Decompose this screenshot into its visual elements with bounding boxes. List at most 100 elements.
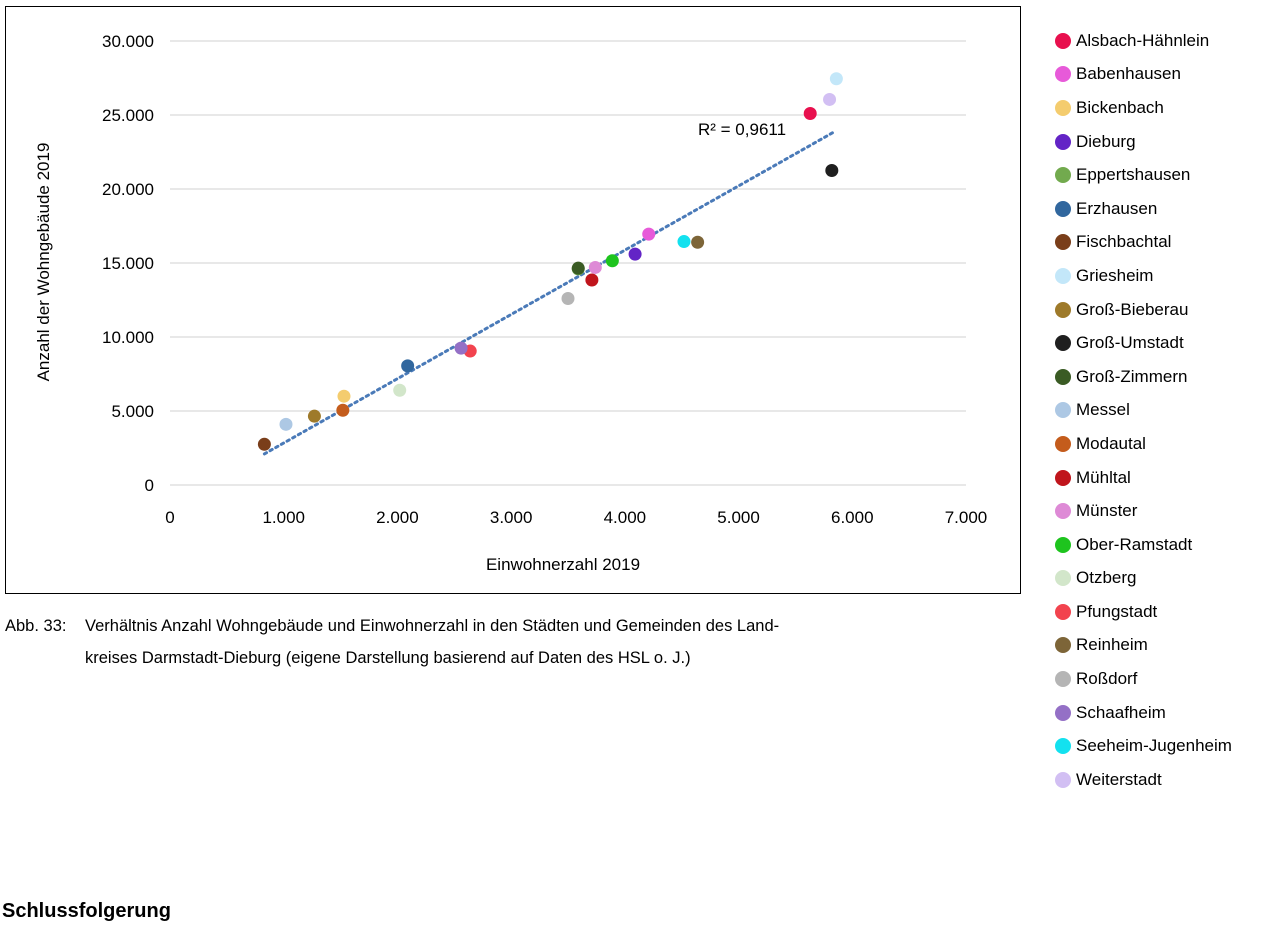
legend-swatch xyxy=(1055,267,1071,284)
legend-label: Pfungstadt xyxy=(1076,601,1158,621)
y-axis-title: Anzahl der Wohngebäude 2019 xyxy=(34,143,53,382)
legend-label: Bickenbach xyxy=(1076,97,1164,117)
legend-item: Mühltal xyxy=(1055,461,1279,495)
legend-swatch xyxy=(1055,234,1071,251)
legend-item: Alsbach-Hähnlein xyxy=(1055,24,1279,58)
y-tick-label: 0 xyxy=(145,476,154,495)
legend-swatch xyxy=(1055,301,1071,318)
legend-swatch xyxy=(1055,99,1071,116)
legend-swatch xyxy=(1055,66,1071,83)
legend-label: Eppertshausen xyxy=(1076,165,1191,185)
y-tick-label: 30.000 xyxy=(102,32,154,51)
legend-swatch xyxy=(1055,335,1071,352)
x-tick-label: 2.000 xyxy=(376,508,419,527)
legend-item: Seeheim-Jugenheim xyxy=(1055,729,1279,763)
data-point xyxy=(691,235,705,249)
x-tick-label: 5.000 xyxy=(717,508,760,527)
legend-swatch xyxy=(1055,704,1071,721)
legend-item: Ober-Ramstadt xyxy=(1055,528,1279,562)
legend-swatch xyxy=(1055,570,1071,587)
figure-caption: Abb. 33: Verhältnis Anzahl Wohngebäude un… xyxy=(5,610,1035,674)
section-heading: Schlussfolgerung xyxy=(2,900,171,922)
legend-item: Münster xyxy=(1055,494,1279,528)
legend-item: Pfungstadt xyxy=(1055,595,1279,629)
chart-frame: 0 5.000 10.000 15.000 20.000 25.000 30.000 0 1.0… xyxy=(5,6,1021,594)
caption-line-1: Verhältnis Anzahl Wohngebäude und Einwoh… xyxy=(85,617,780,635)
legend-label: Messel xyxy=(1076,400,1130,420)
y-tick-label: 20.000 xyxy=(102,180,154,199)
legend-item: Roßdorf xyxy=(1055,662,1279,696)
legend-swatch xyxy=(1055,469,1071,486)
legend-swatch xyxy=(1055,32,1071,49)
legend-label: Otzberg xyxy=(1076,568,1137,588)
data-point xyxy=(337,389,351,403)
x-tick-label: 6.000 xyxy=(831,508,874,527)
x-tick-label: 3.000 xyxy=(490,508,533,527)
data-point xyxy=(454,341,468,355)
legend-swatch xyxy=(1055,738,1071,755)
legend-label: Babenhausen xyxy=(1076,64,1181,84)
chart-legend: Alsbach-Hähnlein Babenhausen Bickenbach Die… xyxy=(1055,24,1279,797)
legend-label: Modautal xyxy=(1076,433,1146,453)
legend-swatch xyxy=(1055,133,1071,150)
x-tick-label: 0 xyxy=(165,508,174,527)
r-squared-label: R² = 0,9611 xyxy=(698,120,786,139)
trendline xyxy=(262,129,837,456)
trendline-group xyxy=(262,129,837,456)
legend-label: Fischbachtal xyxy=(1076,232,1172,252)
y-tick-label: 5.000 xyxy=(111,402,154,421)
legend-item: Fischbachtal xyxy=(1055,226,1279,260)
legend-swatch xyxy=(1055,536,1071,553)
legend-label: Groß-Bieberau xyxy=(1076,299,1189,319)
legend-swatch xyxy=(1055,671,1071,688)
legend-item: Weiterstadt xyxy=(1055,763,1279,797)
legend-label: Groß-Umstadt xyxy=(1076,333,1184,353)
caption-line-2: kreises Darmstadt-Dieburg (eigene Darste… xyxy=(85,649,691,667)
legend-item: Babenhausen xyxy=(1055,58,1279,92)
legend-label: Roßdorf xyxy=(1076,669,1138,689)
legend-item: Groß-Bieberau xyxy=(1055,293,1279,327)
legend-label: Weiterstadt xyxy=(1076,769,1162,789)
legend-item: Griesheim xyxy=(1055,259,1279,293)
y-tick-label: 10.000 xyxy=(102,328,154,347)
legend-label: Griesheim xyxy=(1076,265,1154,285)
data-point xyxy=(642,227,656,241)
data-point xyxy=(393,383,407,397)
legend-swatch xyxy=(1055,435,1071,452)
legend-label: Alsbach-Hähnlein xyxy=(1076,30,1210,50)
data-point xyxy=(605,254,619,268)
x-axis-title: Einwohnerzahl 2019 xyxy=(486,555,640,574)
data-point xyxy=(588,260,602,274)
legend-swatch xyxy=(1055,200,1071,217)
legend-item: Otzberg xyxy=(1055,562,1279,596)
x-tick-label: 7.000 xyxy=(945,508,988,527)
data-point xyxy=(401,359,415,373)
data-point xyxy=(677,235,691,249)
data-point xyxy=(829,72,843,86)
legend-item: Bickenbach xyxy=(1055,91,1279,125)
legend-label: Dieburg xyxy=(1076,131,1136,151)
data-point xyxy=(307,409,321,423)
legend-label: Mühltal xyxy=(1076,467,1131,487)
legend-item: Erzhausen xyxy=(1055,192,1279,226)
data-point xyxy=(571,261,585,275)
legend-swatch xyxy=(1055,167,1071,184)
data-point xyxy=(628,247,642,261)
data-points xyxy=(257,72,843,451)
legend-swatch xyxy=(1055,503,1071,520)
legend-label: Groß-Zimmern xyxy=(1076,366,1188,386)
legend-item: Eppertshausen xyxy=(1055,158,1279,192)
legend-item: Reinheim xyxy=(1055,629,1279,663)
legend-item: Modautal xyxy=(1055,427,1279,461)
legend-label: Ober-Ramstadt xyxy=(1076,534,1193,554)
data-point xyxy=(823,92,837,106)
legend-label: Schaafheim xyxy=(1076,702,1166,722)
data-point xyxy=(336,403,350,417)
legend-label: Erzhausen xyxy=(1076,198,1158,218)
legend-label: Reinheim xyxy=(1076,635,1148,655)
caption-prefix: Abb. 33: xyxy=(5,617,67,635)
axis-ticks: 0 5.000 10.000 15.000 20.000 25.000 30.000 0 1.0… xyxy=(102,32,987,527)
legend-item: Messel xyxy=(1055,394,1279,428)
x-tick-label: 1.000 xyxy=(262,508,305,527)
legend-item: Schaafheim xyxy=(1055,696,1279,730)
